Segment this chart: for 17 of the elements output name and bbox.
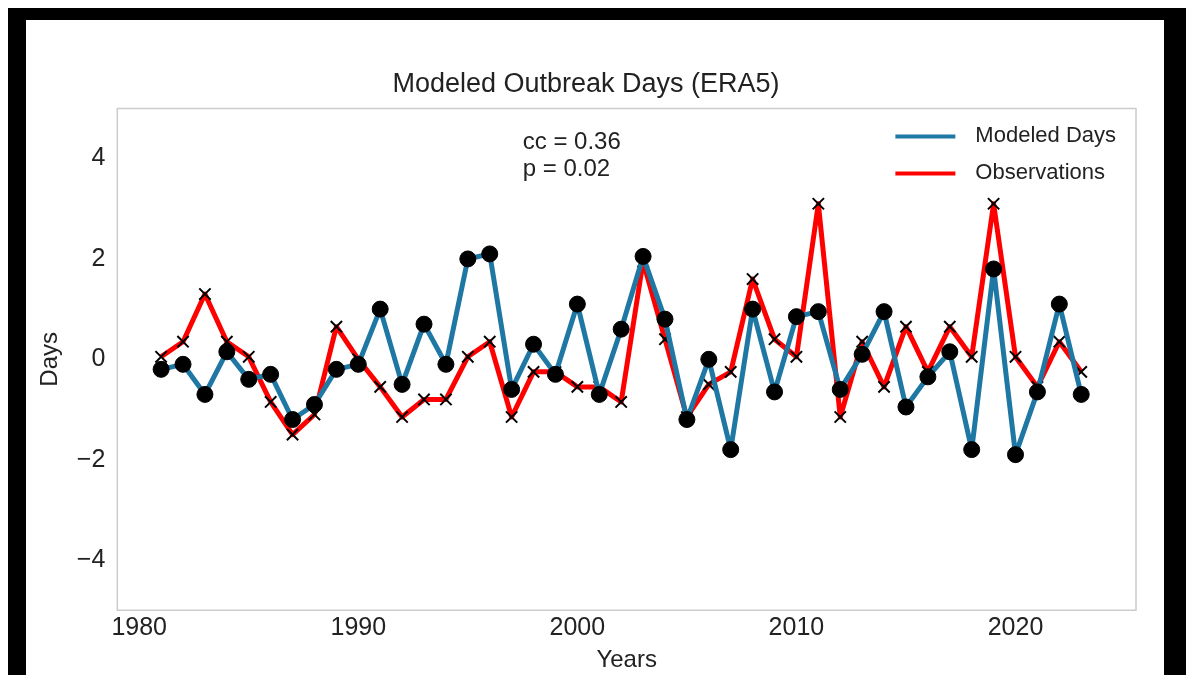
x-tick-label: 2020 xyxy=(987,612,1044,641)
x-tick-label: 2010 xyxy=(768,612,825,641)
y-tick-label: 4 xyxy=(91,142,106,171)
x-tick-label: 1980 xyxy=(111,612,168,641)
chart-title: Modeled Outbreak Days (ERA5) xyxy=(392,67,780,98)
y-axis-title: Days xyxy=(35,331,63,387)
x-tick-label: 2000 xyxy=(549,612,606,641)
y-tick-label: 2 xyxy=(91,242,106,271)
y-tick-label: 0 xyxy=(91,343,106,372)
legend-label: Modeled Days xyxy=(975,122,1117,148)
annotation: cc = 0.36 xyxy=(522,127,621,155)
y-tick-label: −2 xyxy=(76,443,106,472)
legend-label: Observations xyxy=(975,159,1105,185)
x-tick-label: 1990 xyxy=(330,612,387,641)
annotation: p = 0.02 xyxy=(522,154,611,182)
y-tick-label: −4 xyxy=(76,543,106,572)
x-axis-title: Years xyxy=(596,645,657,673)
